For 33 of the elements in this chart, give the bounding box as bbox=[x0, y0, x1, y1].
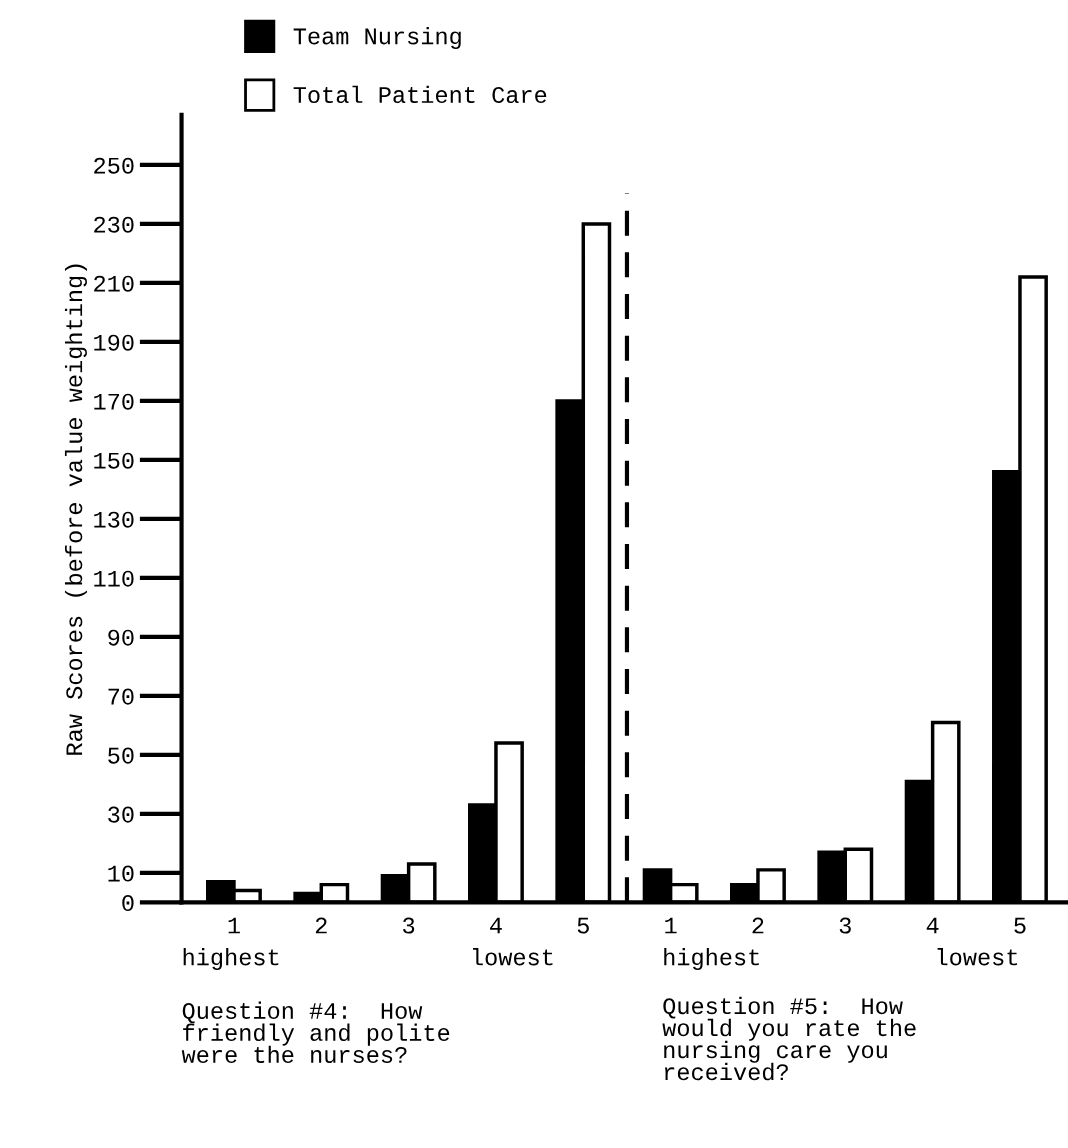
text: highest bbox=[664, 948, 759, 971]
y-axis-title: Raw Scores (before value weighting) bbox=[64, 264, 87, 755]
x-tick-label: 5 bbox=[1014, 917, 1026, 934]
legend-label: Total Patient Care bbox=[293, 85, 547, 104]
y-tick-label: 30 bbox=[108, 806, 134, 823]
y-tick-label: 90 bbox=[108, 629, 134, 646]
text: Question #5: How would you rate the nursing care you received? bbox=[662, 996, 916, 1081]
x-tick-label: 4 bbox=[490, 917, 502, 934]
text: highest bbox=[183, 948, 279, 971]
y-tick-label: 170 bbox=[94, 393, 134, 410]
y-tick-label: 230 bbox=[94, 216, 134, 233]
y-tick-label: 190 bbox=[94, 334, 134, 351]
x-tick-label: 3 bbox=[403, 917, 415, 934]
y-tick-label: 130 bbox=[94, 511, 134, 528]
y-tick-label: 50 bbox=[108, 747, 134, 764]
x-tick-label: 1 bbox=[665, 917, 677, 934]
y-tick-label: 150 bbox=[94, 452, 134, 469]
x-tick-label: 5 bbox=[577, 917, 589, 934]
text: lowest bbox=[937, 948, 1018, 966]
x-tick-label: 2 bbox=[315, 917, 327, 934]
y-tick-label: 110 bbox=[94, 570, 134, 587]
y-tick-label: 70 bbox=[108, 688, 134, 705]
x-tick-label: 3 bbox=[839, 917, 851, 934]
y-tick-label: 250 bbox=[94, 157, 134, 174]
text: Question #4: How friendly and polite were the nurses? bbox=[181, 1001, 450, 1063]
legend-label: Team Nursing bbox=[293, 27, 461, 50]
x-tick-label: 2 bbox=[752, 917, 764, 934]
y-tick-label: 0 bbox=[122, 895, 134, 912]
x-tick-label: 4 bbox=[926, 917, 939, 934]
y-tick-label: 210 bbox=[94, 275, 134, 292]
y-tick-label: 10 bbox=[108, 865, 134, 882]
text: lowest bbox=[473, 948, 553, 966]
x-tick-label: 1 bbox=[228, 917, 240, 934]
